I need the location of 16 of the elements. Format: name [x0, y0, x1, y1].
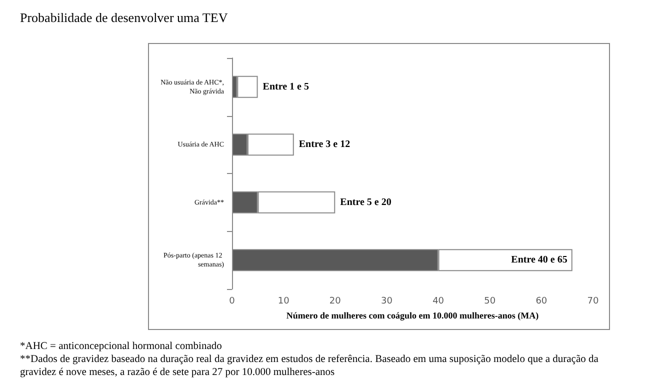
x-tick-label: 70: [587, 296, 599, 306]
x-tick-label: 0: [229, 296, 236, 306]
x-tick-label: 30: [380, 296, 393, 306]
x-tick-label: 20: [329, 296, 342, 306]
data-label: Entre 3 e 12: [298, 139, 350, 150]
text: **Dados de gravidez baseado na duração real da gravidez em estudos de referência. Baseado em uma suposição modelo que a duração da gravidez é nove meses, a razão é de sete para 27 por 10.000 mulheres-anos: [20, 353, 600, 379]
x-axis-title: Número de mulheres com coágulo em 10.000 mulheres-anos (MA): [286, 310, 539, 320]
x-tick-label: 10: [278, 296, 290, 306]
data-label: Entre 1 e 5: [262, 81, 309, 92]
text: Probabilidade de desenvolver uma TEV: [20, 10, 228, 26]
data-label: Entre 40 e 65: [511, 254, 568, 266]
data-label: Entre 5 e 20: [340, 196, 392, 208]
text: *AHC = anticoncepcional hormonal combinado: [20, 340, 223, 353]
x-tick-label: 60: [536, 296, 548, 306]
x-tick-label: 50: [484, 296, 496, 306]
x-tick-label: 40: [432, 296, 444, 306]
